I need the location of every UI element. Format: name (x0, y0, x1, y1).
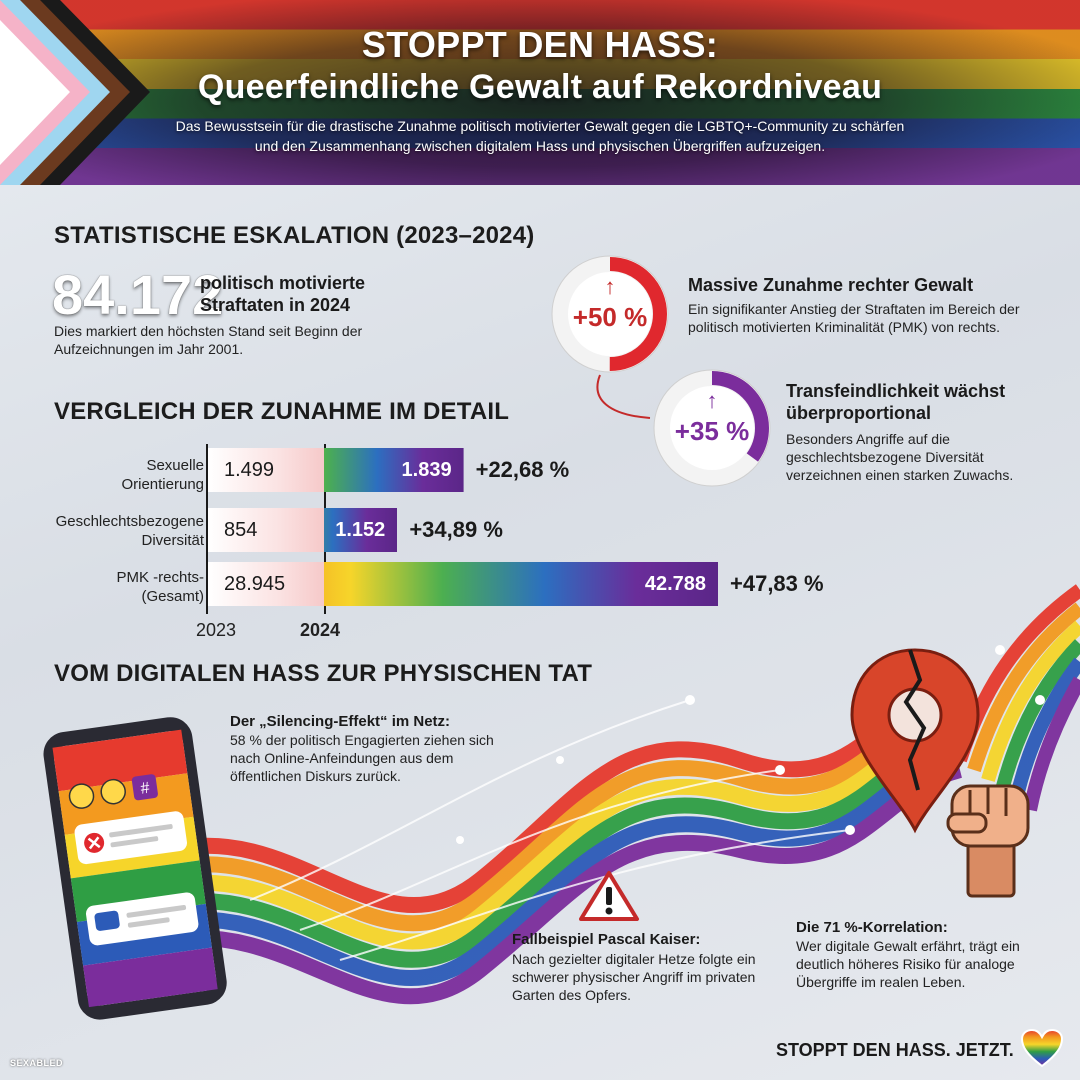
ring-progress-arc (553, 257, 667, 371)
bar-value-2024: 1.839 (401, 459, 452, 481)
footer-slogan: STOPPT DEN HASS. JETZT. (776, 1040, 1014, 1060)
category-label: PMK -rechts- (Gesamt) (116, 569, 204, 605)
case-body: Nach gezielter digitaler Hetze folgte ei… (512, 951, 756, 1003)
annoyed-emoji-icon (100, 778, 126, 805)
bar-2023 (208, 448, 324, 492)
progress-flag-chevrons (0, 0, 150, 185)
angry-emoji-icon (68, 783, 95, 809)
warning-icon (579, 871, 639, 921)
ring2-title: Transfeindlichkeit wächst überproportion… (786, 381, 1006, 423)
silencing-title: Der „Silencing-Effekt“ im Netz: (230, 713, 451, 730)
correlation-title: Die 71 %-Korrelation: (796, 919, 948, 936)
correlation-body: Wer digitale Gewalt erfährt, trägt ein d… (796, 938, 1020, 990)
chart-axis-left (206, 444, 208, 614)
page-subtitle: Das Bewusstsein für die drastische Zunah… (175, 118, 905, 154)
hashtag-icon: # (140, 780, 151, 798)
bar-value-2023: 854 (224, 519, 258, 541)
bar-value-2023: 28.945 (224, 573, 286, 595)
ring-chart (551, 255, 669, 373)
broken-location-pin-icon (850, 648, 980, 834)
case-title: Fallbeispiel Pascal Kaiser: (512, 931, 701, 948)
bar-change-percent: +47,83 % (730, 571, 824, 596)
category-label: Geschlechtsbezogene Diversität (55, 513, 204, 549)
percent-ring-50: ↑ +50 % (548, 252, 672, 376)
ring-percent: +50 % (572, 302, 648, 332)
ring1-title: Massive Zunahme rechter Gewalt (688, 275, 974, 295)
page-title-line2: Queerfeindliche Gewalt auf Rekordniveau (197, 68, 883, 106)
bar-2024 (324, 508, 398, 552)
big-number: 84.172 (52, 263, 224, 326)
big-number-label: politisch motivierte Straftaten in 2024 (200, 273, 366, 315)
year-label: 2024 (300, 620, 341, 640)
year-label: 2023 (196, 620, 237, 640)
bar-value-2024: 42.788 (644, 573, 706, 595)
digital-heading: VOM DIGITALEN HASS ZUR PHYSISCHEN TAT (54, 660, 593, 687)
bar-2024 (324, 562, 718, 606)
chart-title: VERGLEICH DER ZUNAHME IM DETAIL (54, 398, 510, 425)
bar-value-2024: 1.152 (335, 519, 386, 541)
bar-value-2023: 1.499 (224, 459, 275, 481)
bar-change-percent: +34,89 % (409, 517, 503, 542)
header-banner: STOPPT DEN HASS: Queerfeindliche Gewalt … (0, 0, 1080, 185)
smartphone-illustration: # (43, 717, 227, 1020)
brand-logo: SEXABLED (10, 1058, 64, 1068)
ring-chart (653, 369, 771, 487)
category-label: Sexuelle Orientierung (121, 457, 204, 493)
up-arrow-icon: ↑ (706, 388, 718, 413)
chat-bubble-icon (94, 910, 120, 931)
bar-2023 (208, 562, 324, 606)
bar-2024 (323, 448, 464, 492)
up-arrow-icon: ↑ (604, 274, 616, 299)
bar-2023 (208, 508, 324, 552)
bar-change-percent: +22,68 % (475, 457, 570, 482)
ring2-description: Besonders Angriffe auf die geschlechtsbe… (786, 431, 1014, 483)
big-number-description: Dies markiert den höchsten Stand seit Be… (54, 323, 363, 357)
page-title-line1: STOPPT DEN HASS: (361, 24, 719, 65)
raised-fist-icon (946, 784, 1030, 898)
ring1-description: Ein signifikanter Anstieg der Straftaten… (688, 301, 1020, 335)
stats-heading: STATISTISCHE ESKALATION (2023–2024) (54, 222, 535, 249)
ring-percent: +35 % (674, 416, 750, 446)
rainbow-heart-icon (1020, 1028, 1064, 1068)
percent-ring-35: ↑ +35 % (650, 366, 774, 490)
silencing-body: 58 % der politisch Engagierten ziehen si… (230, 732, 494, 784)
ring-progress-arc (655, 371, 769, 485)
